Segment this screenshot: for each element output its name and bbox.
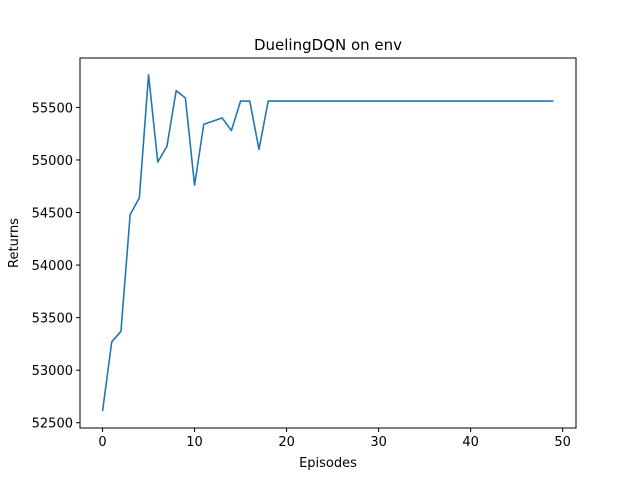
x-tick-label: 40 (462, 435, 479, 450)
y-tick-label: 55000 (32, 154, 73, 169)
x-tick-label: 30 (370, 435, 387, 450)
y-tick-label: 54000 (32, 259, 73, 274)
chart-title: DuelingDQN on env (254, 36, 402, 54)
y-tick-label: 53000 (32, 364, 73, 379)
x-tick-label: 0 (98, 435, 106, 450)
x-axis: 0 10 20 30 40 50 (98, 428, 571, 450)
y-tick-label: 55500 (32, 101, 73, 116)
y-axis: 52500 53000 53500 54000 54500 55000 55500 (32, 101, 80, 432)
y-axis-label: Returns (7, 218, 22, 268)
plot-area-frame (79, 57, 577, 429)
x-tick-label: 20 (278, 435, 295, 450)
y-tick-label: 54500 (32, 207, 73, 222)
series-line (101, 74, 554, 412)
y-tick-label: 53500 (32, 312, 73, 327)
x-axis-label: Episodes (299, 456, 357, 471)
x-tick-label: 10 (186, 435, 203, 450)
series-layer (101, 74, 554, 412)
y-tick-label: 52500 (32, 417, 73, 432)
x-tick-label: 50 (554, 435, 571, 450)
